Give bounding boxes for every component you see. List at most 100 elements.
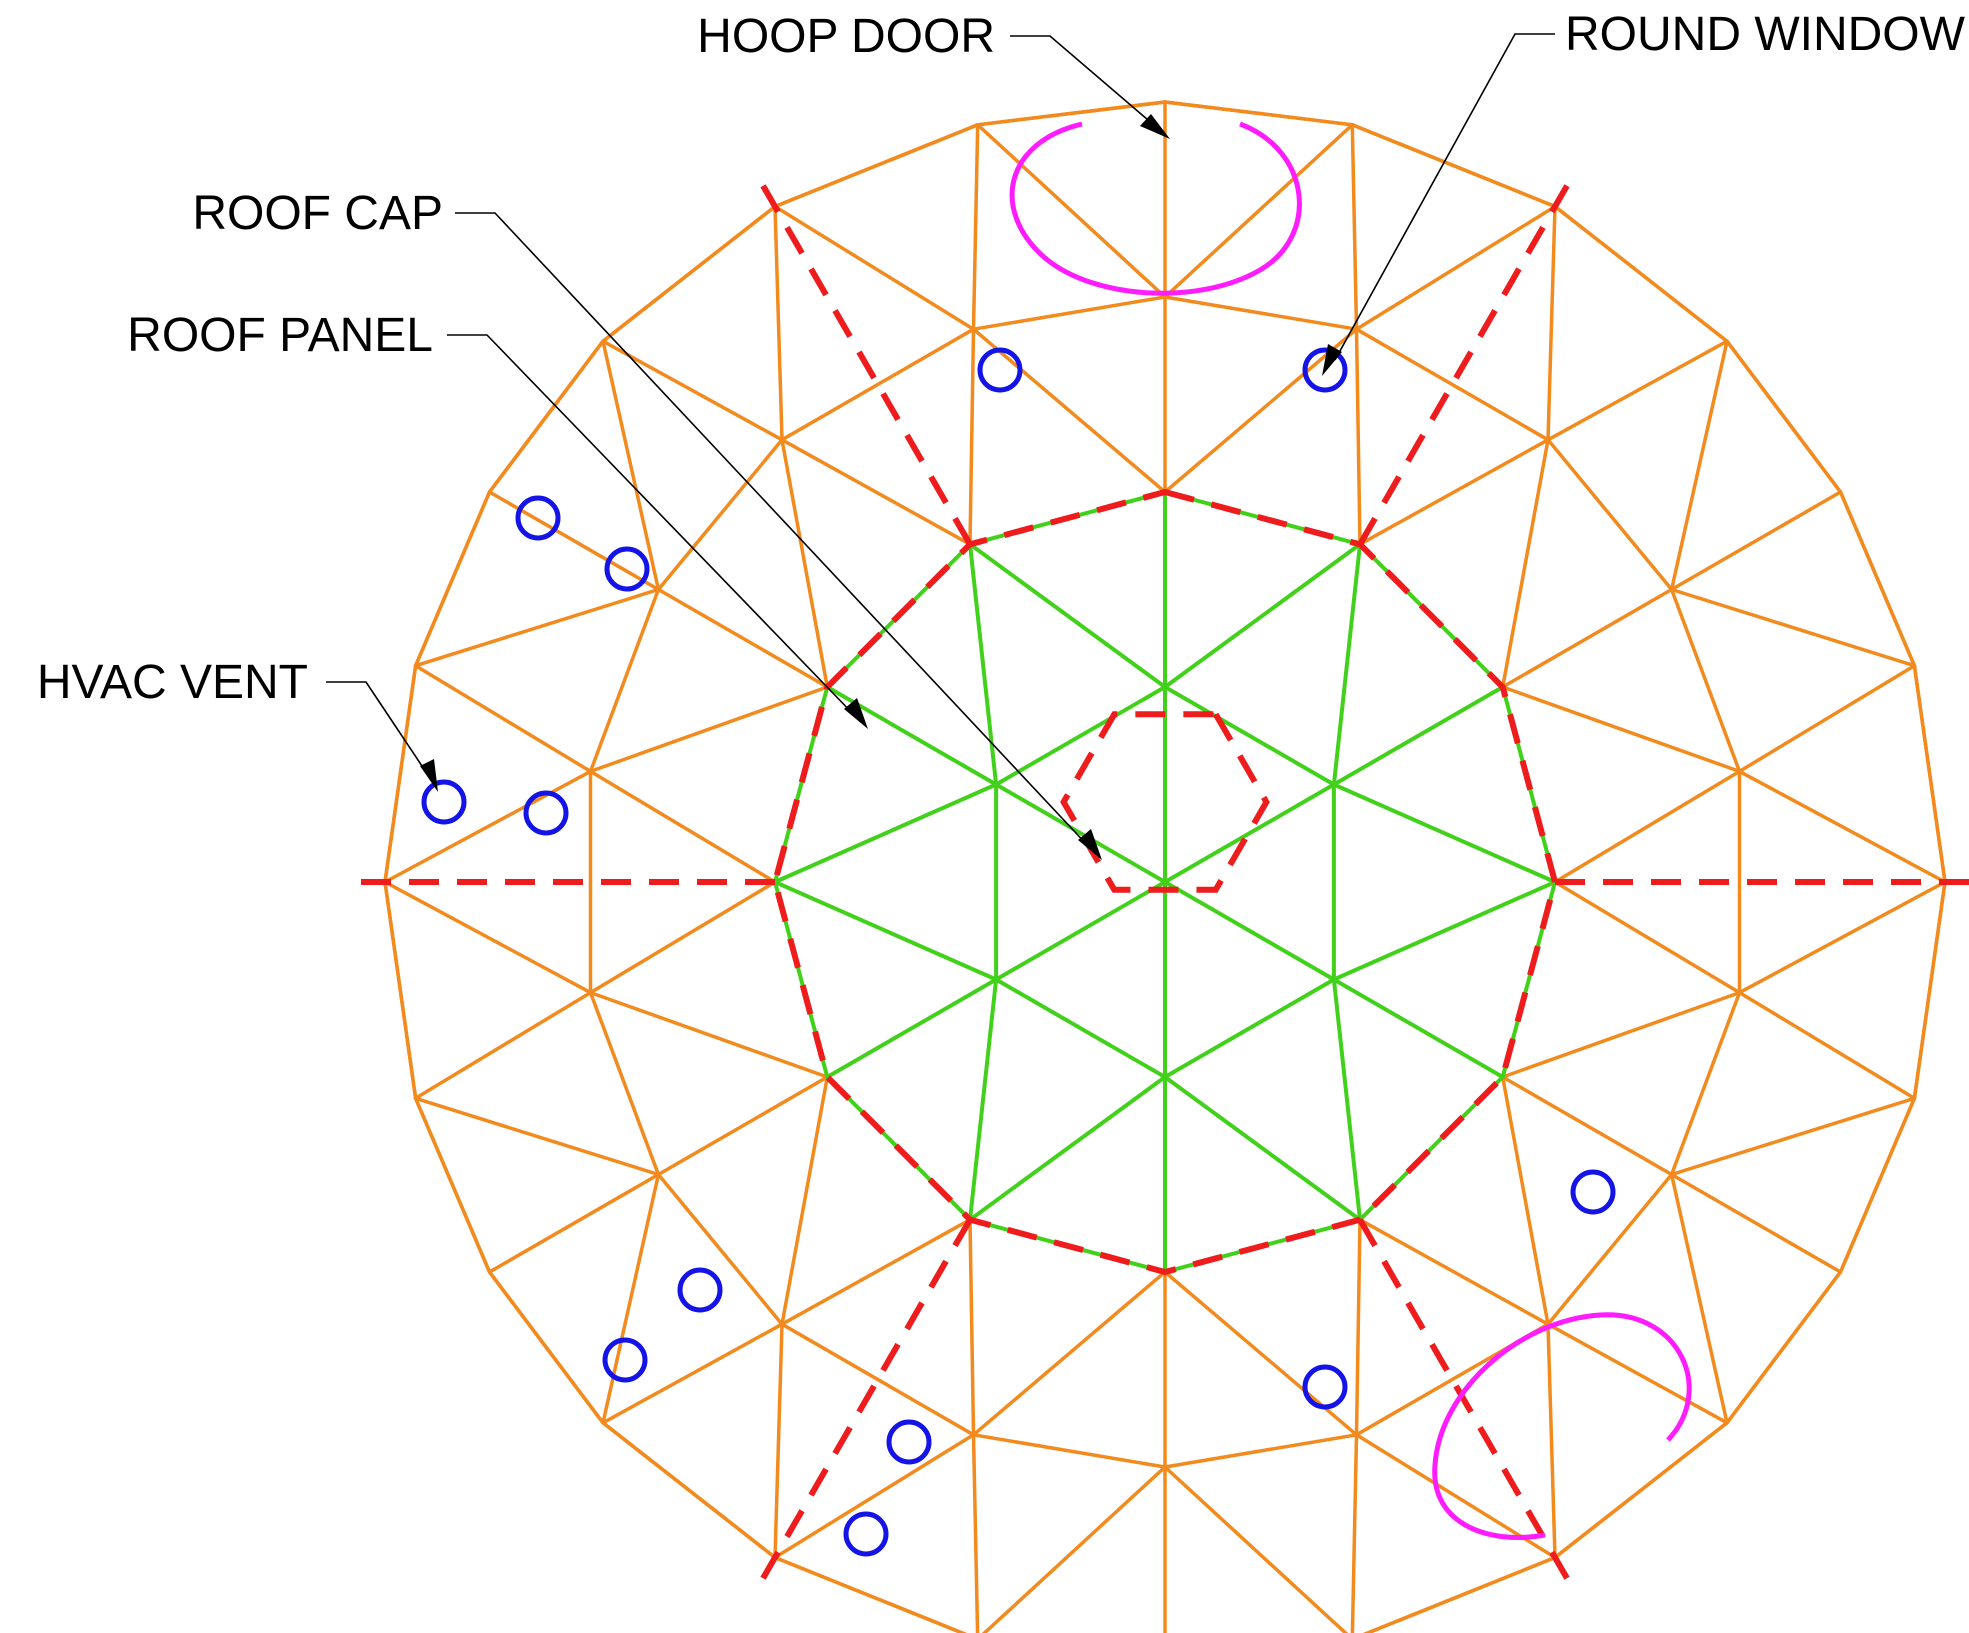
roof-cap-strut — [1163, 685, 1336, 787]
roof-cap-arrowhead — [1078, 829, 1102, 860]
roof-panel-strut — [1354, 327, 1550, 442]
roof-panel-strut — [413, 587, 661, 668]
hoop-doors — [1009, 121, 1692, 1540]
roof-panel-strut — [1354, 327, 1362, 547]
roof-panel-strut — [971, 1433, 1167, 1469]
hvac-vent-label: HVAC VENT — [37, 656, 308, 709]
roof-cap-strut — [1331, 782, 1557, 884]
roof-cap-strut — [825, 685, 999, 787]
roof-cap-strut — [1331, 880, 1557, 982]
round-window-leader — [1334, 33, 1555, 361]
roof-cap-label: ROOF CAP — [192, 187, 443, 240]
roof-panel-strut — [588, 880, 777, 995]
roof-panel-strut — [1546, 1172, 1674, 1326]
round-window-icon — [604, 546, 650, 592]
roof-panel-strut — [1669, 490, 1843, 592]
roof-panel-strut — [773, 1322, 784, 1560]
hoop-door-label: HOOP DOOR — [697, 10, 995, 63]
roof-panel-strut — [383, 880, 593, 995]
roof-panel-frame — [383, 100, 1947, 1633]
roof-panel-strut — [487, 1172, 661, 1274]
roof-panel-strut — [975, 123, 1167, 299]
roof-panel-strut — [1737, 880, 1947, 995]
roof-panel-strut — [780, 1075, 830, 1326]
roof-panel-strut — [487, 490, 661, 592]
radial-seam — [752, 171, 973, 546]
roof-panel-strut — [1737, 663, 1917, 774]
roof-panel-strut — [1546, 1322, 1729, 1425]
roof-panel-strut — [1669, 990, 1742, 1177]
roof-panel-strut — [968, 327, 976, 547]
roof-cap-strut — [994, 977, 1167, 1079]
radial-seam — [1357, 1218, 1578, 1593]
round-window-label: ROUND WINDOW — [1565, 8, 1966, 61]
roof-cap-strut — [825, 977, 999, 1079]
roof-panel-strut — [656, 587, 830, 689]
roof-panel-strut — [601, 1322, 784, 1425]
roof-panel-strut — [1500, 1075, 1550, 1326]
round-window-icon — [886, 1419, 932, 1465]
roof-panel-strut — [780, 438, 972, 547]
round-window-icon — [1302, 1364, 1348, 1410]
roof-panel-strut — [1163, 295, 1359, 331]
leader-arrowheads — [420, 114, 1342, 860]
roof-panel-strut — [1500, 1075, 1674, 1177]
roof-panel-strut — [1669, 339, 1729, 592]
round-window-icon — [843, 1511, 889, 1557]
roof-panel-strut — [773, 1433, 976, 1560]
round-window-icon — [1570, 1169, 1616, 1215]
roof-panel-strut — [1669, 1172, 1843, 1274]
roof-panel-strut — [1669, 1096, 1917, 1177]
roof-panel-strut — [780, 1322, 976, 1437]
radial-seam — [1357, 171, 1578, 546]
roof-panel-strut — [780, 438, 830, 689]
roof-cap-strut — [968, 542, 1167, 689]
roof-cap-strut — [1331, 542, 1362, 787]
roof-panel-strut — [413, 1096, 661, 1177]
roof-panel-strut — [383, 769, 593, 884]
roof-panel-strut — [1546, 339, 1729, 442]
roof-cap-strut — [1163, 542, 1362, 689]
roof-panel-strut — [588, 990, 830, 1079]
roof-cap-strut — [1163, 977, 1336, 1079]
roof-panel-label: ROOF PANEL — [127, 309, 433, 362]
roof-cap-strut — [1163, 782, 1336, 884]
hvac-vent-leader — [326, 681, 431, 779]
roof-cap-strut — [994, 880, 1167, 982]
round-window-icon — [421, 779, 467, 825]
roof-panel-strut — [1500, 587, 1674, 689]
roof-panel-strut — [1500, 685, 1742, 774]
round-window-arrowhead — [1322, 344, 1342, 376]
roof-panel-strut — [1163, 327, 1359, 494]
leader-lines — [326, 33, 1555, 849]
round-windows — [421, 347, 1616, 1557]
roof-panel-strut — [1350, 1433, 1359, 1633]
roof-panel-strut — [1350, 123, 1359, 331]
roof-panel-strut — [1669, 587, 1742, 774]
roof-panel-strut — [588, 685, 830, 774]
round-window-icon — [1302, 347, 1348, 393]
roof-panel-strut — [601, 339, 784, 442]
roof-panel-strut — [773, 204, 784, 442]
roof-panel-strut — [588, 769, 777, 884]
hvac-vent-arrowhead — [420, 759, 438, 792]
roof-cap-seam — [1060, 711, 1270, 893]
roof-panel-strut — [1354, 204, 1557, 331]
roof-panel-strut — [1737, 769, 1947, 884]
roof-panel-strut — [413, 990, 593, 1101]
roof-panel-strut — [588, 587, 661, 774]
roof-panel-strut — [1553, 769, 1742, 884]
roof-panel-strut — [656, 438, 784, 592]
round-window-icon — [523, 790, 569, 836]
roof-panel-strut — [1163, 1465, 1349, 1633]
roof-panel-strut — [1163, 123, 1355, 299]
round-window-icon — [602, 1337, 648, 1383]
roof-panel-strut — [1358, 438, 1550, 547]
round-window-icon — [677, 1267, 723, 1313]
hoop-door-leader — [1010, 35, 1156, 127]
roof-panel-strut — [1669, 587, 1917, 668]
roof-perimeter — [383, 100, 1947, 1633]
roof-cap-strut — [968, 977, 999, 1222]
roof-cap-strut — [1331, 977, 1362, 1222]
roof-panel-strut — [656, 1075, 830, 1177]
